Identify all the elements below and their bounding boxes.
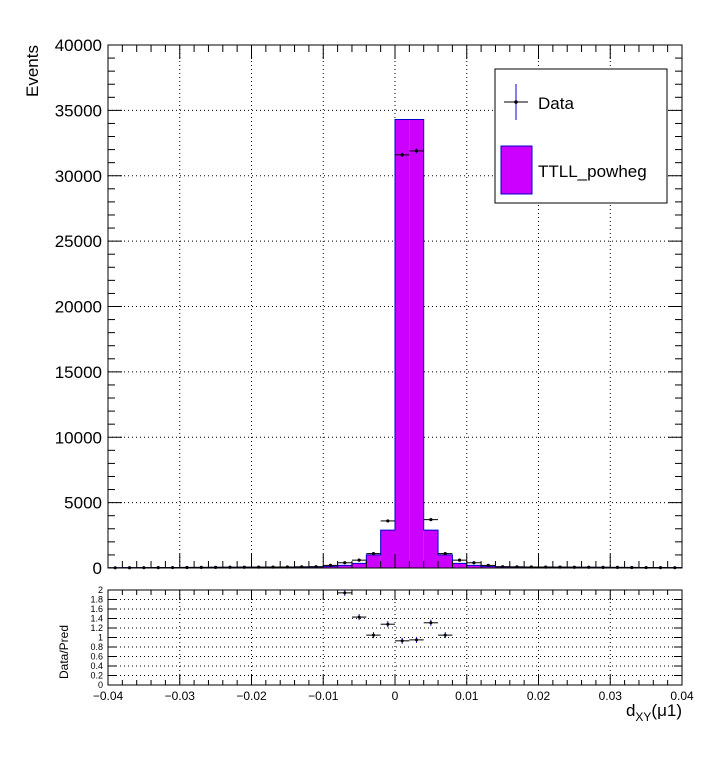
x-tick-label: −0.02 xyxy=(236,689,267,703)
ratio-y-tick-label: 2 xyxy=(98,585,103,595)
legend-label-ttll-powheg: TTLL_powheg xyxy=(538,162,647,181)
main-y-tick-label: 40000 xyxy=(55,36,102,55)
ratio-point xyxy=(409,636,424,643)
data-point xyxy=(409,148,424,154)
data-point xyxy=(337,561,352,565)
data-point xyxy=(395,152,410,158)
data-point xyxy=(466,561,482,565)
main-y-tick-label: 30000 xyxy=(55,167,102,186)
ratio-y-tick-label: 0 xyxy=(98,680,103,690)
legend-ttll-swatch xyxy=(500,145,533,195)
histogram-bar xyxy=(351,563,367,568)
histogram-bar xyxy=(323,566,338,568)
main-plot-panel: 0 5000 10000 15000 20000 25000 30000 35000 40000… xyxy=(23,36,683,578)
ratio-plot-panel: 00.20.40.60.811.21.41.61.82 −0.04 −0.03 −0… xyxy=(57,585,694,724)
histogram-bar xyxy=(423,530,439,568)
main-y-ticks: 0 5000 10000 15000 20000 25000 30000 35000 40000 xyxy=(55,36,682,578)
histogram-bar xyxy=(466,565,482,568)
data-point xyxy=(380,519,395,523)
main-y-tick-label: 35000 xyxy=(55,101,102,120)
ratio-y-tick-label: 0.4 xyxy=(90,661,103,671)
x-tick-label: −0.03 xyxy=(165,689,196,703)
data-point xyxy=(481,563,496,567)
histogram-bar xyxy=(481,566,496,568)
ratio-point xyxy=(366,632,381,639)
y-axis-label: Events xyxy=(23,45,42,97)
main-y-tick-label: 0 xyxy=(93,559,102,578)
legend-label-data: Data xyxy=(538,94,574,113)
ratio-y-tick-label: 0.2 xyxy=(90,671,103,681)
ratio-y-tick-label: 1.4 xyxy=(90,614,103,624)
legend-data-marker xyxy=(504,84,528,120)
ratio-y-tick-label: 1.2 xyxy=(90,623,103,633)
histogram-bar xyxy=(409,119,424,568)
data-point xyxy=(366,552,381,556)
ratio-x-ticks: −0.04 −0.03 −0.02 −0.01 0 0.01 0.02 0.03 0.04 xyxy=(93,590,694,703)
main-y-tick-label: 25000 xyxy=(55,232,102,251)
ratio-points xyxy=(337,589,453,644)
data-point xyxy=(423,518,439,522)
ratio-y-tick-label: 1.8 xyxy=(90,595,103,605)
ratio-point xyxy=(337,589,352,596)
histogram-bar xyxy=(438,554,453,568)
ratio-point xyxy=(395,637,410,644)
x-tick-label: 0.03 xyxy=(599,689,623,703)
ratio-y-ticks: 00.20.40.60.811.21.41.61.82 xyxy=(90,585,682,690)
histogram-bar xyxy=(366,554,381,568)
ratio-y-tick-label: 1.6 xyxy=(90,604,103,614)
data-point xyxy=(452,558,467,562)
histogram-bar xyxy=(452,563,467,568)
histogram-bar xyxy=(395,119,410,568)
ratio-point xyxy=(351,614,367,621)
main-y-tick-label: 5000 xyxy=(64,494,102,513)
x-tick-label: −0.01 xyxy=(308,689,339,703)
x-tick-label: 0.02 xyxy=(527,689,551,703)
x-axis-label: dXY(μ1) xyxy=(626,701,682,724)
data-point xyxy=(351,558,367,562)
x-tick-label: −0.04 xyxy=(93,689,124,703)
histogram-bar xyxy=(380,530,395,568)
x-tick-label: 0.01 xyxy=(455,689,479,703)
main-x-ticks xyxy=(107,45,683,568)
x-tick-label: 0 xyxy=(392,689,399,703)
main-y-tick-label: 10000 xyxy=(55,428,102,447)
ratio-y-tick-label: 0.6 xyxy=(90,652,103,662)
main-y-tick-label: 20000 xyxy=(55,298,102,317)
x-tick-label: 0.04 xyxy=(670,689,694,703)
ratio-point xyxy=(380,621,395,628)
data-point xyxy=(323,563,338,567)
ttll-powheg-histogram xyxy=(107,119,683,569)
ratio-point xyxy=(423,619,439,626)
ratio-point xyxy=(438,632,453,639)
data-point xyxy=(438,552,453,556)
ratio-y-tick-label: 0.8 xyxy=(90,642,103,652)
histogram-bar xyxy=(337,565,352,568)
ratio-y-tick-label: 1 xyxy=(98,633,103,643)
main-y-tick-label: 15000 xyxy=(55,363,102,382)
ratio-y-axis-label: Data/Pred xyxy=(57,625,71,679)
legend: Data TTLL_powheg xyxy=(494,68,668,204)
